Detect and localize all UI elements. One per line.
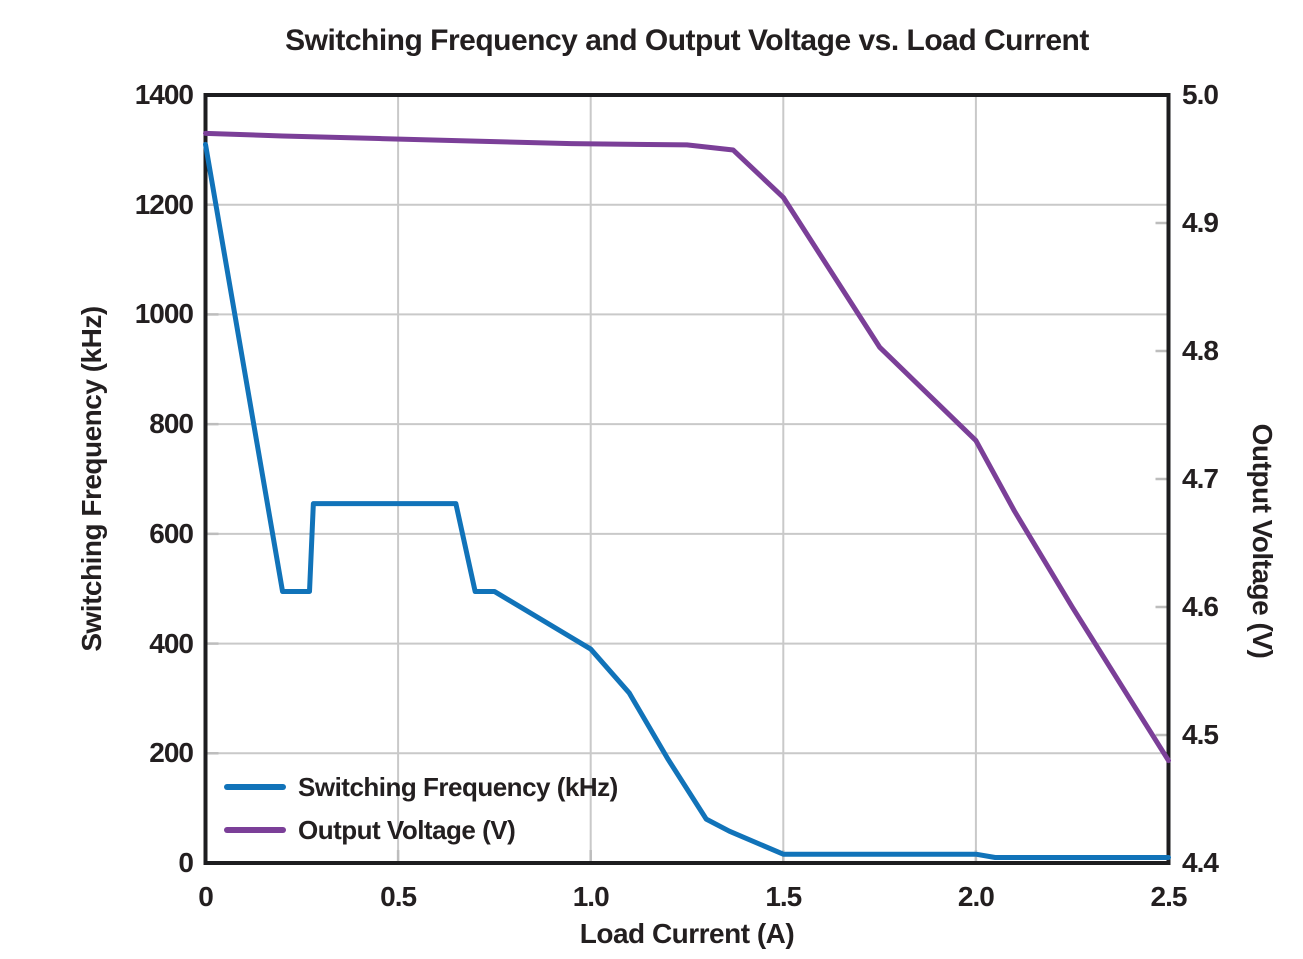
y-right-tick-label: 4.4: [1182, 847, 1219, 878]
series-line-0: [203, 141, 1171, 861]
chart-title: Switching Frequency and Output Voltage v…: [285, 24, 1089, 57]
plot-frame: [203, 93, 1171, 865]
y-right-tick-label: 4.8: [1182, 335, 1219, 366]
y-axis-right-label: Output Voltage (V): [1247, 423, 1278, 659]
y-right-tick-label: 4.7: [1182, 463, 1219, 494]
legend-row: Switching Frequency (kHz): [224, 770, 618, 804]
legend-line-swatch: [224, 784, 286, 790]
y-left-tick-label: 1000: [134, 298, 194, 330]
y-right-tick-label: 4.5: [1182, 719, 1219, 750]
y-axis-left-label: Switching Frequency (kHz): [76, 306, 107, 652]
y-right-tick-label: 5.0: [1182, 79, 1219, 110]
legend-label: Switching Frequency (kHz): [298, 771, 618, 802]
y-left-tick-label: 200: [149, 737, 194, 769]
series-line-1: [203, 130, 1171, 764]
y-left-tick-label: 1400: [134, 79, 194, 110]
y-left-tick-label: 400: [149, 627, 194, 659]
x-tick-label: 1.0: [572, 881, 610, 912]
x-tick-label: 2.0: [957, 881, 995, 912]
y-left-tick-label: 1200: [134, 188, 194, 220]
y-right-tick-label: 4.9: [1182, 207, 1219, 238]
legend-line-swatch: [224, 827, 286, 833]
y-left-tick-label: 600: [149, 517, 194, 549]
legend: Switching Frequency (kHz) Output Voltage …: [224, 770, 618, 847]
legend-label: Output Voltage (V): [298, 814, 516, 845]
y-left-tick-label: 0: [178, 847, 194, 878]
legend-row: Output Voltage (V): [224, 813, 618, 847]
y-left-tick-label: 800: [149, 408, 194, 440]
x-tick-label: 1.5: [765, 881, 802, 912]
x-tick-label: 0: [198, 881, 214, 912]
x-tick-label: 0.5: [380, 881, 417, 912]
x-tick-label: 2.5: [1150, 881, 1188, 912]
x-axis-label: Load Current (A): [579, 918, 795, 949]
y-right-tick-label: 4.6: [1182, 591, 1219, 622]
